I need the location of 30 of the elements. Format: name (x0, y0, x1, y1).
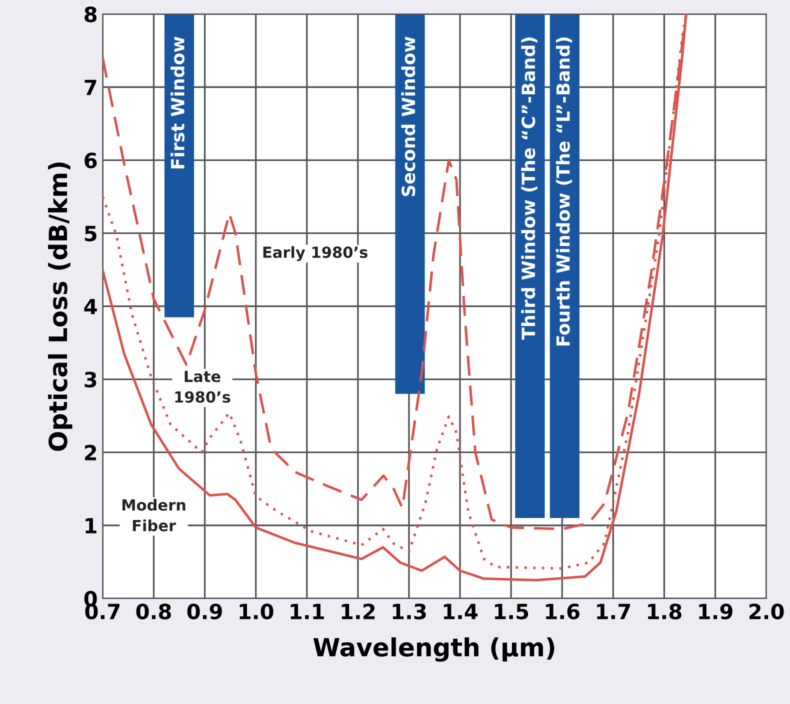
x-tick-label: 1.4 (444, 604, 478, 620)
y-axis-title: Optical Loss (dB/km) (48, 162, 72, 451)
series-label: Fourth Window (The “L”-Band) (556, 38, 572, 346)
x-tick-label: 1.2 (342, 604, 375, 620)
y-tick-label: 7 (84, 80, 96, 96)
x-tick-label: 1.0 (240, 604, 274, 620)
annotation: Late 1980’s (175, 370, 230, 403)
series-label: Second Window (401, 36, 416, 196)
x-tick-label: 0.8 (136, 604, 171, 620)
x-tick-label: 0.9 (187, 604, 222, 620)
y-tick-label: 5 (84, 226, 96, 242)
x-tick-label: 1.6 (546, 604, 580, 620)
y-tick-label: 2 (84, 444, 96, 460)
x-tick-label: 1.9 (699, 604, 732, 620)
annotation: Early 1980’s (263, 246, 368, 262)
series-label: Third Window (The “C”-Band) (521, 38, 538, 340)
x-tick-label: 1.5 (494, 604, 528, 620)
y-tick-label: 3 (84, 372, 96, 388)
x-tick-label: 1.7 (597, 604, 630, 620)
x-tick-label: 1.8 (648, 604, 682, 620)
x-tick-label: 1.1 (290, 604, 324, 620)
y-tick-label: 4 (84, 298, 97, 314)
x-tick-label: 1.3 (392, 604, 426, 620)
annotation: Modern Fiber (122, 498, 186, 532)
x-axis-title: Wavelength (μm) (313, 637, 554, 662)
x-tick-label: 2.0 (749, 604, 784, 620)
y-tick-label: 8 (84, 6, 97, 22)
series-label: First Window (170, 36, 185, 168)
y-tick-label: 1 (86, 518, 96, 534)
y-tick-label: 6 (84, 152, 97, 168)
